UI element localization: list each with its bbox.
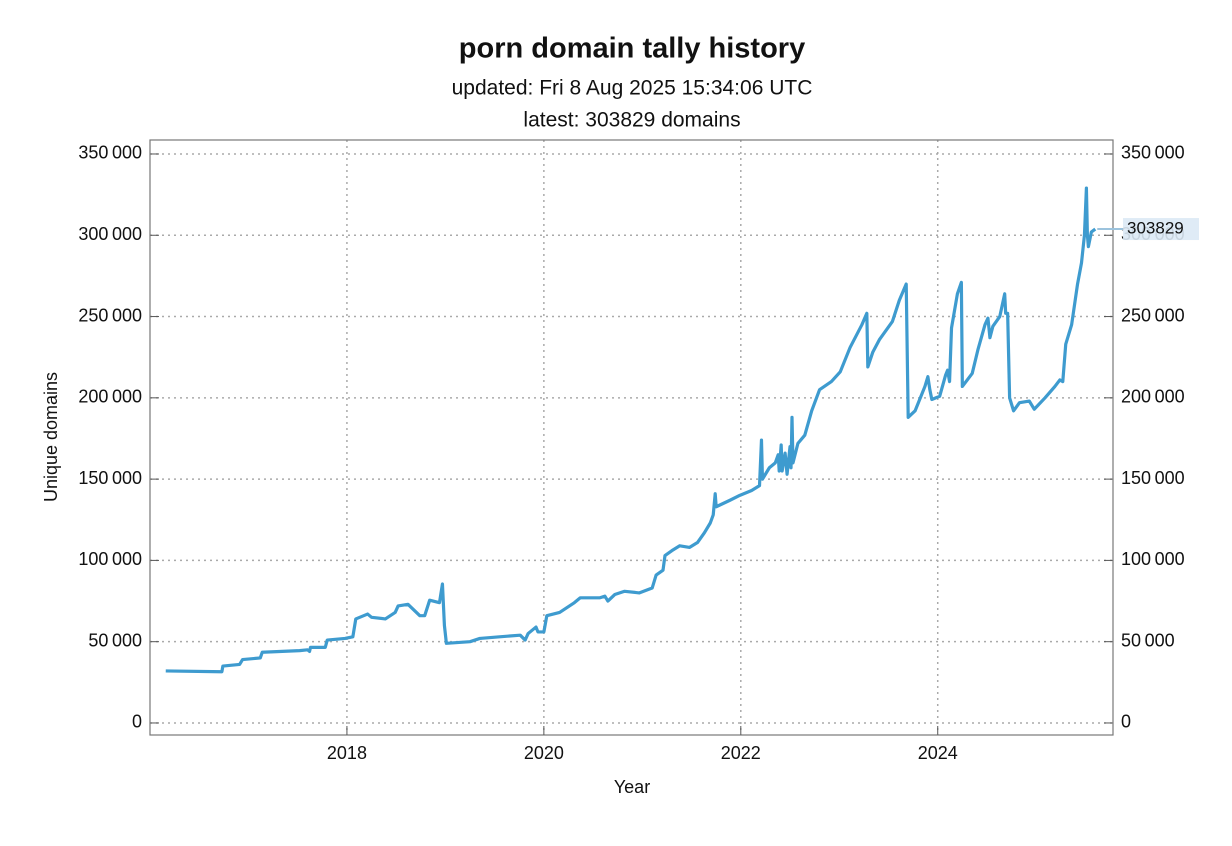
x-axis-label: Year <box>614 777 650 797</box>
plot-frame <box>149 139 1114 736</box>
y-tick-label: 250 000 <box>78 305 142 325</box>
x-tick-label: 2020 <box>524 743 564 763</box>
y-tick-label: 300 000 <box>78 224 142 244</box>
y2-tick-label: 200 000 <box>1121 387 1185 407</box>
y-tick-label: 50 000 <box>88 630 142 650</box>
series-line <box>165 186 1097 674</box>
chart-subtitle: updated: Fri 8 Aug 2025 15:34:06 UTC <box>452 77 813 100</box>
y-axis-label: Unique domains <box>41 372 61 502</box>
y-tick-label: 100 000 <box>78 549 142 569</box>
y-tick-label: 150 000 <box>78 468 142 488</box>
y-tick-label: 200 000 <box>78 387 142 407</box>
x-tick-label: 2018 <box>327 743 367 763</box>
chart-title: porn domain tally history <box>459 33 805 65</box>
callout-label: 303829 <box>1127 219 1184 238</box>
callout-box <box>1123 218 1199 241</box>
y2-tick-label: 350 000 <box>1121 143 1185 163</box>
y-tick-label: 0 <box>132 712 142 732</box>
y2-tick-label: 100 000 <box>1121 549 1185 569</box>
x-tick-label: 2022 <box>721 743 761 763</box>
y2-tick-label: 0 <box>1121 712 1131 732</box>
chart-annotation: latest: 303829 domains <box>523 109 740 132</box>
y-tick-label: 350 000 <box>78 143 142 163</box>
y2-tick-label: 50 000 <box>1121 630 1175 650</box>
y2-tick-label: 150 000 <box>1121 468 1185 488</box>
y2-tick-label: 250 000 <box>1121 305 1185 325</box>
x-tick-label: 2024 <box>918 743 958 763</box>
